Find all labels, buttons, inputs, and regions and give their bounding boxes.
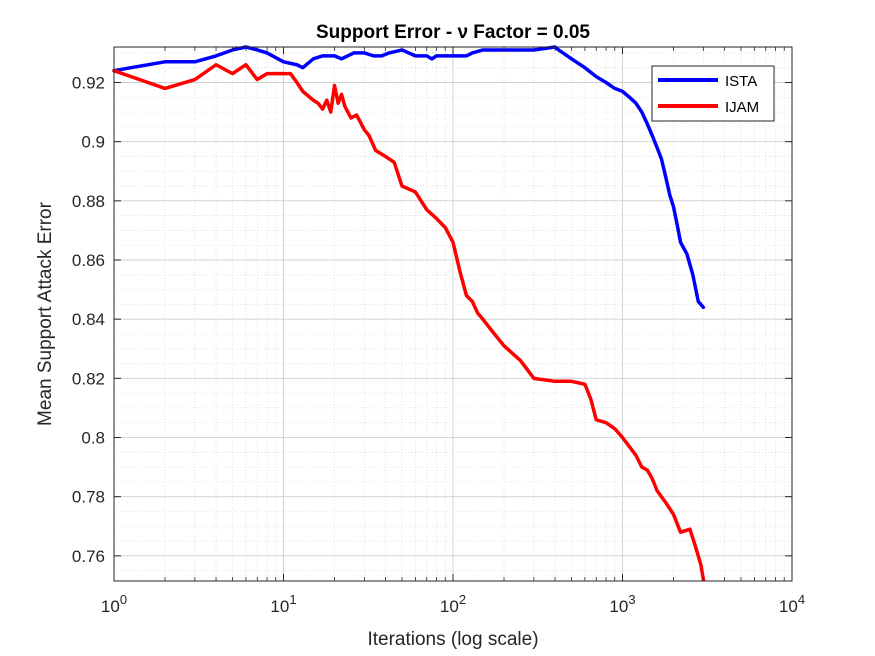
series-layer [112,45,706,582]
series-line-ista [112,45,706,310]
x-tick-label: 100 [101,592,127,616]
axis-ticks [113,47,793,581]
legend: ISTA IJAM [651,65,775,122]
legend-label-ijam: IJAM [725,99,759,116]
x-tick-labels: 100 101 102 103 104 [101,592,805,616]
y-tick-label: 0.78 [72,488,105,507]
legend-label-ista: ISTA [725,73,757,90]
y-tick-label: 0.88 [72,192,105,211]
y-tick-label: 0.92 [72,74,105,93]
y-tick-labels: 0.76 0.78 0.8 0.82 0.84 0.86 0.88 0.9 0.92 [72,74,105,566]
x-tick-label: 104 [779,592,805,616]
y-tick-label: 0.86 [72,251,105,270]
y-tick-label: 0.76 [72,547,105,566]
y-tick-label: 0.84 [72,310,105,329]
x-tick-label: 102 [440,592,466,616]
x-tick-label: 101 [270,592,296,616]
series-line-ijam [112,63,706,582]
x-axis-label: Iterations (log scale) [367,629,538,650]
chart-title: Support Error - ν Factor = 0.05 [316,22,590,43]
y-tick-label: 0.82 [72,369,105,388]
legend-box [651,65,775,122]
y-tick-label: 0.9 [81,133,105,152]
y-tick-label: 0.8 [81,429,105,448]
x-tick-label: 103 [609,592,635,616]
y-axis-label: Mean Support Attack Error [35,201,56,426]
